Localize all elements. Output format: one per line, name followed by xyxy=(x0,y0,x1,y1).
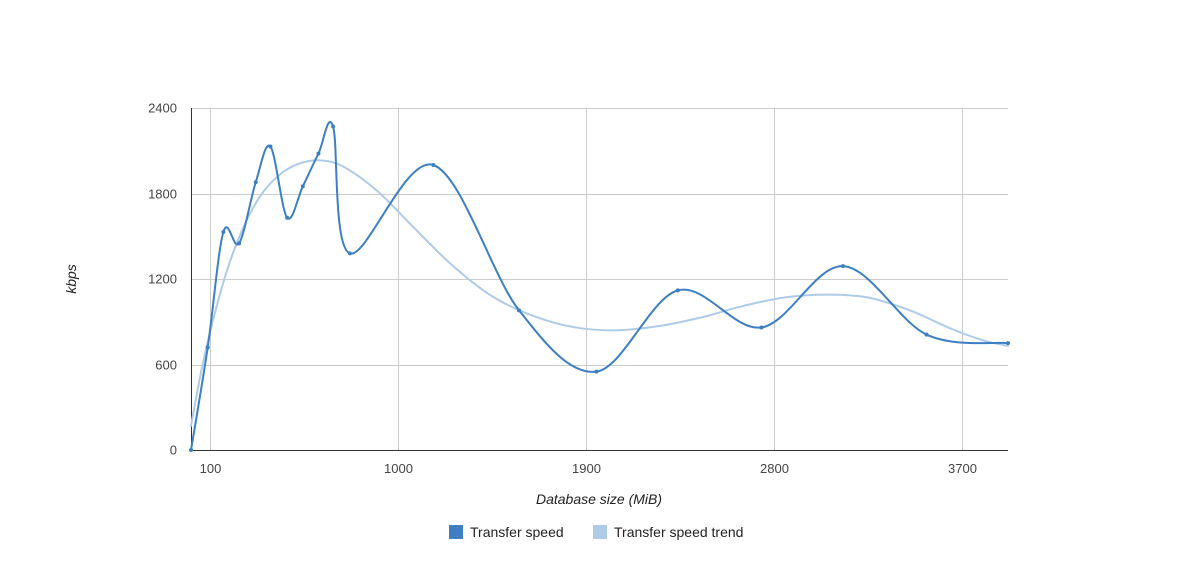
y-axis-title: kbps xyxy=(63,264,79,294)
data-point[interactable] xyxy=(1006,341,1010,346)
y-axis-tick-labels: 0 600 1200 1800 2400 xyxy=(148,101,177,458)
x-axis-title: Database size (MiB) xyxy=(536,491,662,507)
legend-swatch xyxy=(449,525,463,539)
legend: Transfer speed Transfer speed trend xyxy=(449,524,743,540)
legend-label: Transfer speed xyxy=(470,524,564,540)
axes xyxy=(191,108,1008,451)
series-layer xyxy=(189,121,1010,452)
y-tick-label: 0 xyxy=(170,443,177,458)
series-line xyxy=(190,121,1009,451)
data-point[interactable] xyxy=(316,151,321,156)
x-tick-label: 1000 xyxy=(384,461,413,476)
data-point[interactable] xyxy=(431,163,436,167)
data-point[interactable] xyxy=(189,448,193,452)
x-tick-label: 3700 xyxy=(948,461,977,476)
data-point[interactable] xyxy=(300,184,305,189)
y-tick-label: 1200 xyxy=(148,272,177,287)
series-line xyxy=(190,159,1009,427)
data-point[interactable] xyxy=(347,251,352,256)
y-tick-label: 1800 xyxy=(148,187,177,202)
data-point[interactable] xyxy=(268,144,273,149)
legend-item[interactable]: Transfer speed xyxy=(449,524,564,540)
grid-lines xyxy=(191,108,1008,450)
data-point[interactable] xyxy=(517,308,522,313)
x-tick-label: 1900 xyxy=(572,461,601,476)
data-point[interactable] xyxy=(205,345,210,350)
x-tick-label: 2800 xyxy=(760,461,789,476)
data-point[interactable] xyxy=(675,288,680,293)
series-transfer-speed-trend xyxy=(190,159,1009,427)
data-point[interactable] xyxy=(840,264,845,269)
data-point[interactable] xyxy=(285,215,290,220)
data-point[interactable] xyxy=(924,332,929,337)
series-transfer-speed xyxy=(189,121,1010,452)
legend-item[interactable]: Transfer speed trend xyxy=(593,524,743,540)
legend-label: Transfer speed trend xyxy=(614,524,743,540)
y-tick-label: 2400 xyxy=(148,101,177,116)
data-point[interactable] xyxy=(331,124,336,129)
data-point[interactable] xyxy=(594,369,599,374)
legend-swatch xyxy=(593,525,607,539)
data-point[interactable] xyxy=(221,229,226,234)
x-tick-label: 100 xyxy=(200,461,222,476)
data-point[interactable] xyxy=(759,325,764,330)
data-point[interactable] xyxy=(237,241,242,246)
y-tick-label: 600 xyxy=(155,358,177,373)
x-axis-tick-labels: 100 1000 1900 2800 3700 xyxy=(200,461,977,476)
data-point[interactable] xyxy=(253,180,258,185)
